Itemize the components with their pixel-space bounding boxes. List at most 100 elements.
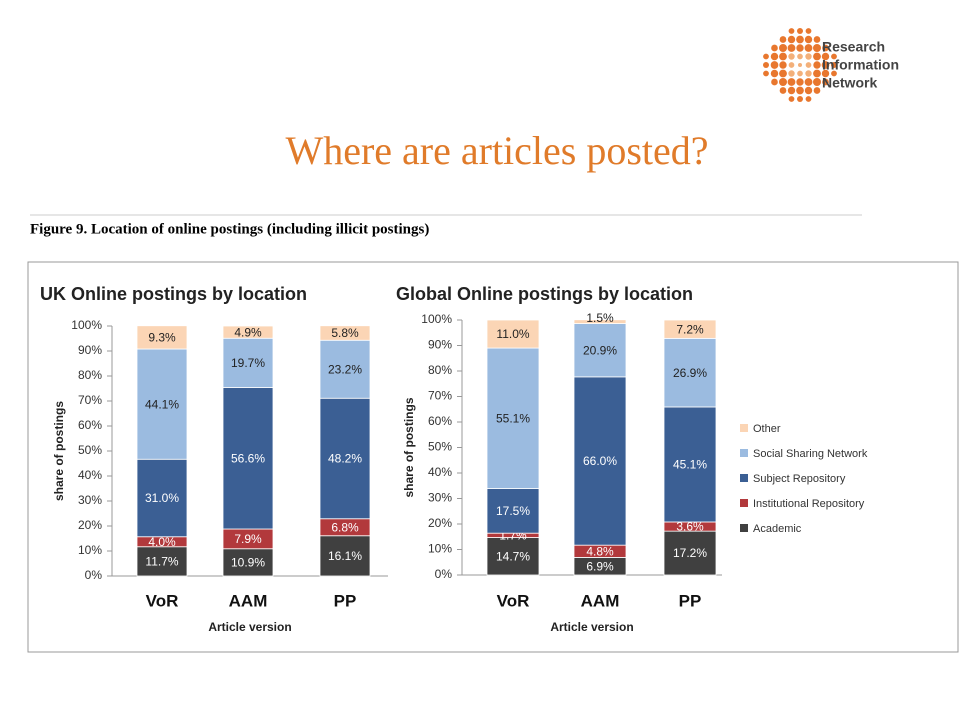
y-tick-label: 10% — [78, 543, 102, 557]
logo-dot — [770, 52, 779, 61]
logo-dot — [788, 96, 795, 102]
legend-label: Institutional Repository — [753, 498, 865, 510]
legend-swatch — [740, 424, 748, 432]
bar-segment — [663, 406, 717, 523]
logo-dot — [821, 61, 830, 69]
data-label: 19.7% — [231, 356, 265, 370]
legend-swatch — [740, 499, 748, 507]
data-label: 16.1% — [328, 549, 362, 563]
logo-dot — [763, 62, 769, 68]
logo-dot — [805, 70, 812, 77]
logo-dot — [797, 53, 803, 60]
data-label: 10.9% — [231, 556, 265, 570]
logo-dot — [779, 36, 787, 43]
y-axis-label: share of postings — [52, 401, 66, 501]
logo-dot — [796, 78, 804, 86]
logo-dot — [770, 61, 779, 69]
logo-dot — [788, 70, 795, 77]
logo-dot — [787, 78, 796, 86]
bar-segment — [573, 319, 627, 324]
y-tick-label: 60% — [78, 418, 102, 432]
data-label: 5.8% — [331, 326, 359, 340]
y-tick-label: 40% — [428, 465, 452, 479]
logo-dot — [805, 28, 812, 34]
data-label: 17.5% — [496, 504, 530, 518]
bar-segment — [222, 337, 274, 388]
y-tick-label: 100% — [71, 318, 102, 332]
logo-text: Research — [822, 39, 885, 55]
data-label: 44.1% — [145, 397, 179, 411]
bar-segment — [663, 319, 717, 339]
logo-dot — [804, 78, 813, 86]
y-tick-label: 0% — [435, 567, 453, 581]
logo-dot — [813, 87, 821, 94]
logo-dot — [771, 44, 778, 52]
y-tick-label: 30% — [78, 493, 102, 507]
logo-dot — [779, 69, 787, 78]
x-tick-label: PP — [679, 591, 702, 610]
y-tick-label: 10% — [428, 542, 452, 556]
bar-segment — [663, 337, 717, 408]
logo-dot — [787, 35, 796, 44]
y-axis-label: share of postings — [402, 397, 416, 497]
bar-segment — [222, 548, 274, 577]
data-label: 55.1% — [496, 411, 530, 425]
bar-segment — [319, 339, 371, 399]
logo-dot — [788, 53, 795, 60]
logo-dot — [805, 96, 812, 102]
logo-dot — [813, 52, 821, 61]
bar-segment — [222, 325, 274, 339]
data-label: 14.7% — [496, 549, 530, 563]
logo-dot — [788, 62, 795, 68]
logo-dot — [788, 28, 795, 34]
data-label: 20.9% — [583, 343, 617, 357]
bar-segment — [319, 535, 371, 577]
y-tick-label: 0% — [85, 568, 103, 582]
logo-dot — [822, 78, 829, 86]
x-tick-label: VoR — [146, 591, 179, 610]
logo-dot — [813, 44, 821, 52]
x-axis-label: Article version — [208, 620, 291, 634]
data-label: 26.9% — [673, 366, 707, 380]
data-label: 4.0% — [148, 535, 176, 549]
logo-dot — [813, 69, 821, 78]
y-tick-label: 20% — [78, 518, 102, 532]
data-label: 23.2% — [328, 362, 362, 376]
logo-dot — [831, 70, 837, 77]
logo-dot — [821, 52, 830, 61]
logo-dot — [771, 78, 778, 86]
logo-dot — [779, 87, 787, 94]
logo-dot — [787, 44, 796, 52]
legend-label: Subject Repository — [753, 473, 846, 485]
y-tick-label: 80% — [428, 363, 452, 377]
data-label: 9.3% — [148, 331, 176, 345]
logo-dot — [797, 70, 803, 77]
figure-caption: Figure 9. Location of online postings (i… — [30, 221, 429, 237]
logo-dot — [796, 35, 804, 44]
logo-dot — [797, 28, 803, 34]
y-tick-label: 50% — [78, 443, 102, 457]
y-tick-label: 70% — [78, 393, 102, 407]
logo-text: Network — [822, 75, 877, 91]
chart-title: UK Online postings by location — [40, 284, 307, 304]
bar-segment — [136, 325, 188, 350]
data-label: 31.0% — [145, 491, 179, 505]
chart-title: Global Online postings by location — [396, 284, 693, 304]
logo-dot — [831, 62, 837, 68]
legend-label: Academic — [753, 523, 802, 535]
logo — [763, 28, 837, 102]
data-label: 11.0% — [496, 327, 529, 341]
x-axis-label: Article version — [550, 620, 633, 634]
logo-dot — [813, 36, 821, 43]
data-label: 6.9% — [586, 559, 614, 573]
x-tick-label: VoR — [497, 591, 530, 610]
logo-dot — [779, 52, 787, 61]
logo-dot — [797, 96, 803, 102]
legend-swatch — [740, 449, 748, 457]
y-tick-label: 40% — [78, 468, 102, 482]
data-label: 3.6% — [676, 520, 704, 534]
logo-dot — [804, 35, 813, 44]
logo-dot — [770, 69, 779, 78]
bar-segment — [573, 323, 627, 378]
logo-dot — [805, 62, 812, 68]
